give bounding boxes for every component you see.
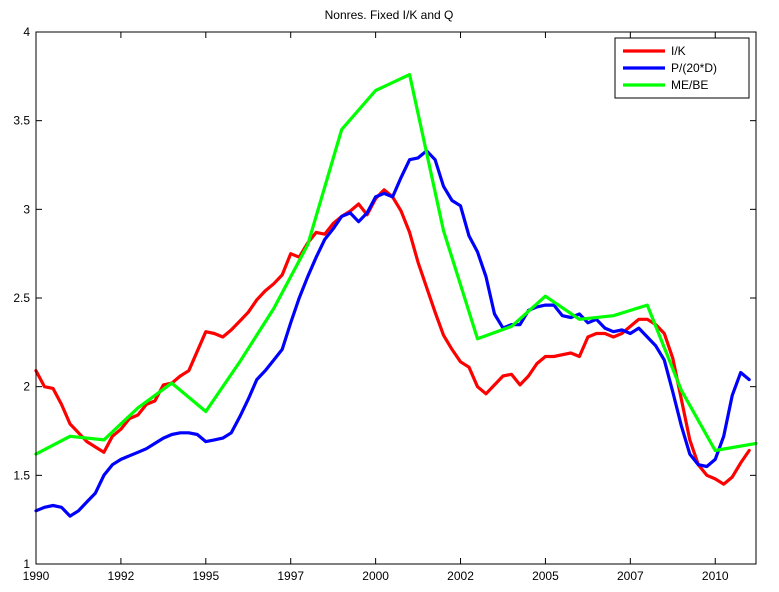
- series-lines: [34, 73, 758, 518]
- plot-area: [36, 32, 756, 564]
- y-tick-label: 3.5: [13, 114, 30, 128]
- y-tick-label: 3: [23, 202, 30, 216]
- y-axis: 1 1.5 2 2.5 3 3.5 4: [13, 25, 756, 571]
- x-tick-label: 1995: [192, 569, 219, 583]
- x-tick-label: 2000: [362, 569, 389, 583]
- axes-box: [35, 31, 757, 565]
- x-tick-label: 1992: [108, 569, 135, 583]
- legend: I/K P/(20*D) ME/BE: [614, 37, 750, 99]
- x-tick-label: 2002: [447, 569, 474, 583]
- x-tick-label: 2007: [617, 569, 644, 583]
- series-line-me-be: [34, 73, 758, 456]
- y-tick-label: 1.5: [13, 468, 30, 482]
- x-tick-label: 2010: [702, 569, 729, 583]
- legend-label: ME/BE: [671, 78, 708, 92]
- x-tick-label: 2005: [532, 569, 559, 583]
- plot-frame: [35, 31, 757, 565]
- legend-label: I/K: [671, 44, 686, 58]
- y-tick-label: 1: [23, 557, 30, 571]
- plot-background: [36, 32, 756, 564]
- y-tick-label: 4: [23, 25, 30, 39]
- x-tick-label: 1997: [277, 569, 304, 583]
- legend-label: P/(20*D): [671, 61, 717, 75]
- y-tick-label: 2.5: [13, 291, 30, 305]
- x-axis: 1990 1992 1995 1997 2000 2002 2005 2007 2010: [23, 32, 729, 583]
- series-line-p-20-d: [34, 149, 751, 518]
- chart-title: Nonres. Fixed I/K and Q: [325, 8, 454, 22]
- y-tick-label: 2: [23, 380, 30, 394]
- x-tick-label: 1990: [23, 569, 50, 583]
